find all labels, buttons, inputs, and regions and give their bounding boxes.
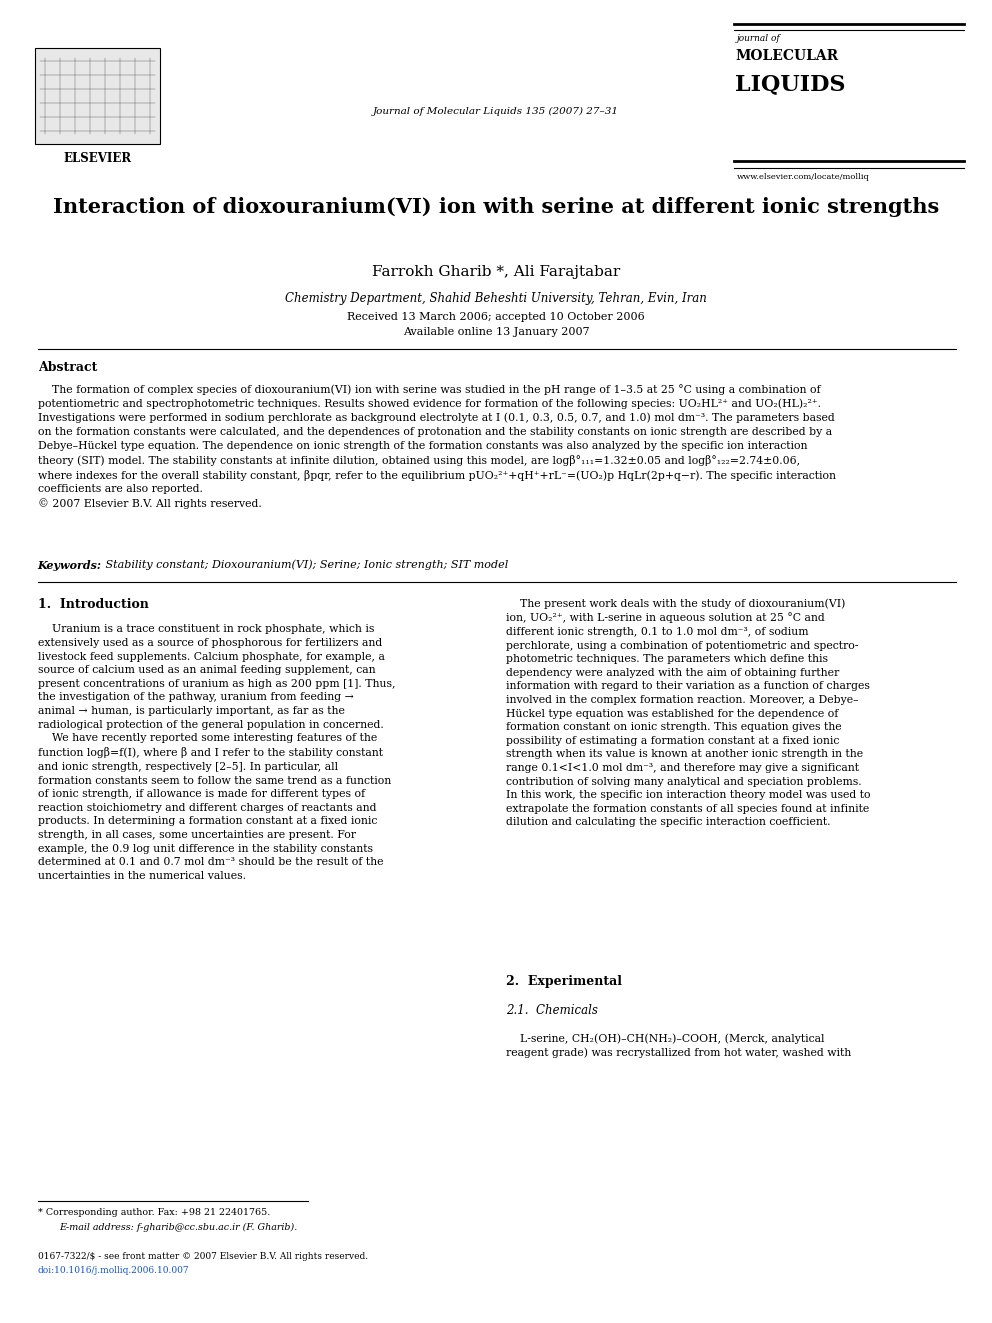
Text: journal of: journal of bbox=[737, 34, 781, 44]
Text: L-serine, CH₂(OH)–CH(NH₂)–COOH, (Merck, analytical
reagent grade) was recrystall: L-serine, CH₂(OH)–CH(NH₂)–COOH, (Merck, … bbox=[506, 1033, 851, 1058]
Text: The present work deals with the study of dioxouranium(VI)
ion, UO₂²⁺, with L-ser: The present work deals with the study of… bbox=[506, 598, 870, 827]
Text: Keywords:: Keywords: bbox=[38, 560, 102, 570]
Text: LIQUIDS: LIQUIDS bbox=[735, 73, 845, 95]
Text: Uranium is a trace constituent in rock phosphate, which is
extensively used as a: Uranium is a trace constituent in rock p… bbox=[38, 624, 395, 881]
Bar bbox=[35, 48, 160, 144]
Text: Available online 13 January 2007: Available online 13 January 2007 bbox=[403, 327, 589, 337]
Text: Farrokh Gharib *, Ali Farajtabar: Farrokh Gharib *, Ali Farajtabar bbox=[372, 265, 620, 279]
Text: 2.  Experimental: 2. Experimental bbox=[506, 975, 622, 988]
Text: 2.1.  Chemicals: 2.1. Chemicals bbox=[506, 1004, 598, 1017]
Text: Abstract: Abstract bbox=[38, 361, 97, 374]
Text: ELSEVIER: ELSEVIER bbox=[63, 152, 131, 165]
Text: MOLECULAR: MOLECULAR bbox=[735, 49, 838, 64]
Text: Journal of Molecular Liquids 135 (2007) 27–31: Journal of Molecular Liquids 135 (2007) … bbox=[373, 107, 619, 115]
Text: Chemistry Department, Shahid Beheshti University, Tehran, Evin, Iran: Chemistry Department, Shahid Beheshti Un… bbox=[285, 292, 707, 306]
Text: The formation of complex species of dioxouranium(VI) ion with serine was studied: The formation of complex species of diox… bbox=[38, 384, 835, 509]
Text: 1.  Introduction: 1. Introduction bbox=[38, 598, 149, 611]
Text: Stability constant; Dioxouranium(VI); Serine; Ionic strength; SIT model: Stability constant; Dioxouranium(VI); Se… bbox=[102, 560, 509, 570]
Text: * Corresponding author. Fax: +98 21 22401765.: * Corresponding author. Fax: +98 21 2240… bbox=[38, 1208, 270, 1217]
Text: Received 13 March 2006; accepted 10 October 2006: Received 13 March 2006; accepted 10 Octo… bbox=[347, 312, 645, 323]
Text: doi:10.1016/j.molliq.2006.10.007: doi:10.1016/j.molliq.2006.10.007 bbox=[38, 1266, 189, 1275]
Text: E-mail address: f-gharib@cc.sbu.ac.ir (F. Gharib).: E-mail address: f-gharib@cc.sbu.ac.ir (F… bbox=[60, 1222, 298, 1232]
Text: www.elsevier.com/locate/molliq: www.elsevier.com/locate/molliq bbox=[737, 173, 870, 181]
Text: Interaction of dioxouranium(VI) ion with serine at different ionic strengths: Interaction of dioxouranium(VI) ion with… bbox=[53, 197, 939, 217]
Text: 0167-7322/$ - see front matter © 2007 Elsevier B.V. All rights reserved.: 0167-7322/$ - see front matter © 2007 El… bbox=[38, 1252, 368, 1261]
